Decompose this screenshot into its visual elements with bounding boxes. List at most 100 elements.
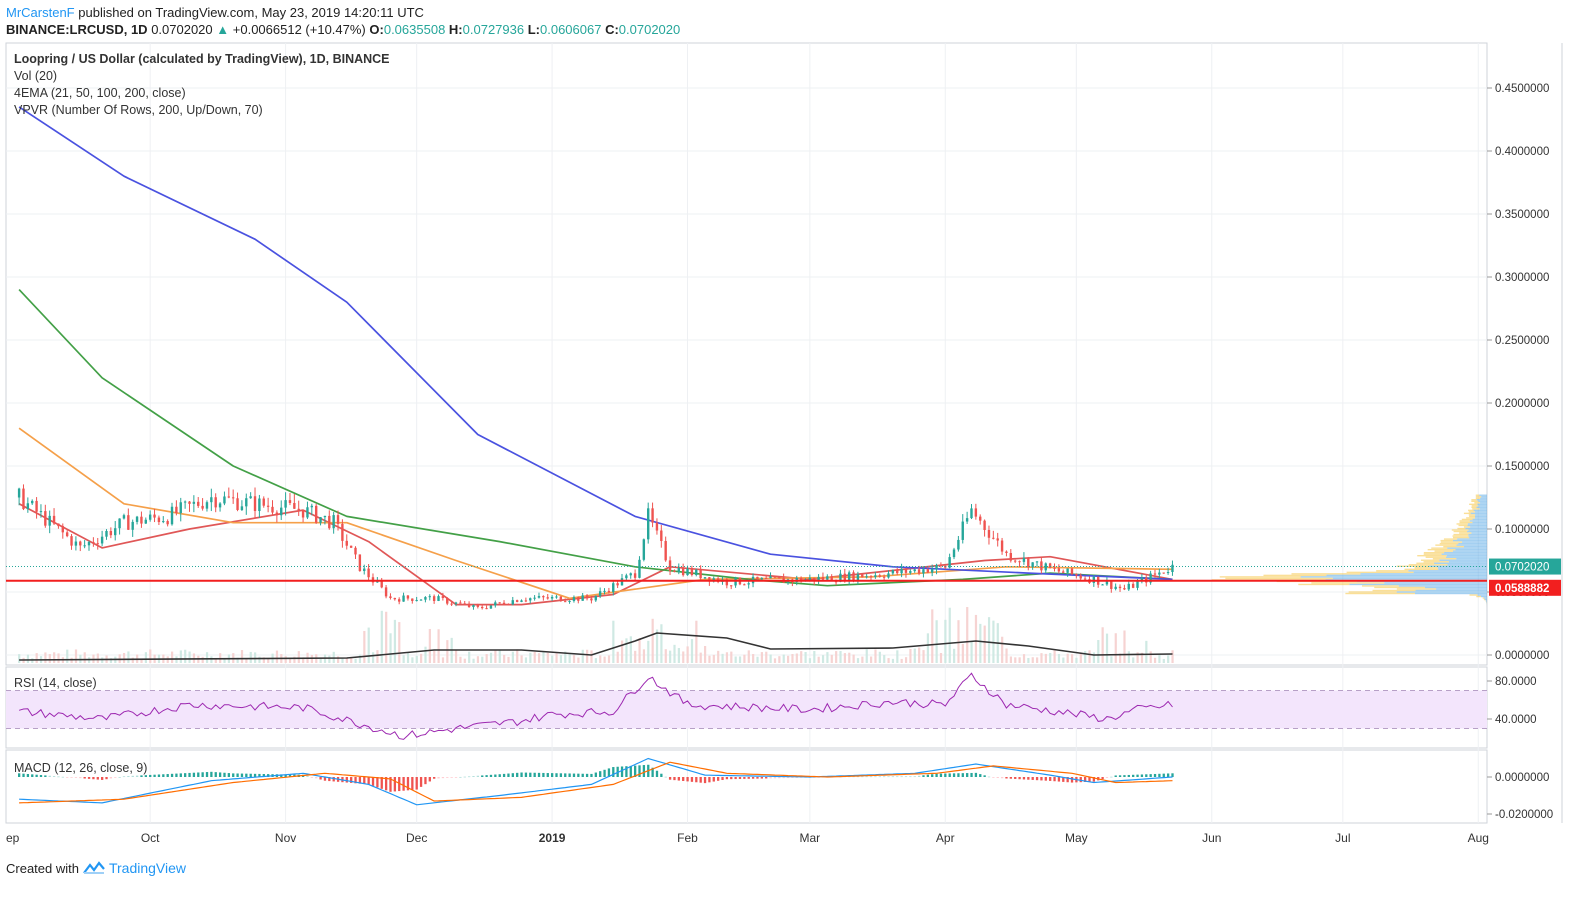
volume-bar (603, 656, 606, 663)
candle-body (314, 505, 318, 523)
vpvr-down-row (1468, 509, 1474, 512)
macd-hist-bar (1092, 777, 1096, 782)
ema-legend[interactable]: 4EMA (21, 50, 100, 200, close) (14, 86, 186, 100)
macd-hist-bar (114, 777, 117, 778)
volume-bar (760, 652, 763, 663)
macd-hist-bar (944, 773, 947, 777)
volume-bar (717, 650, 720, 663)
macd-hist-bar (498, 774, 501, 777)
volume-bar (188, 651, 191, 663)
volume-bar (738, 656, 742, 663)
tradingview-brand[interactable]: TradingView (108, 860, 187, 876)
volume-bar (559, 655, 563, 663)
volume-bar (773, 658, 777, 663)
candle-body (834, 581, 838, 583)
volume-bar (778, 656, 781, 663)
macd-hist-bar (1040, 777, 1043, 781)
candle-body (939, 564, 943, 566)
vpvr-down-row (1463, 526, 1471, 528)
macd-hist-bar (931, 774, 934, 777)
vpvr-down-row (1475, 496, 1482, 498)
candle-body (1171, 564, 1174, 572)
vpvr-legend[interactable]: VPVR (Number Of Rows, 200, Up/Down, 70) (14, 103, 263, 117)
macd-hist-bar (856, 776, 860, 778)
macd-hist-bar (485, 775, 488, 777)
candle-body (188, 501, 191, 504)
macd-hist-bar (389, 777, 392, 792)
candle-body (301, 510, 305, 518)
vpvr-up-row (1485, 598, 1487, 601)
macd-hist-bar (542, 772, 545, 777)
candle-body (856, 574, 860, 581)
macd-hist-bar (463, 776, 466, 778)
vpvr-down-row (1468, 511, 1475, 513)
macd-hist-bar (459, 776, 462, 778)
series-title[interactable]: Loopring / US Dollar (calculated by Trad… (14, 52, 390, 66)
volume-bar (520, 655, 523, 663)
candle-body (428, 596, 431, 598)
macd-hist-bar (896, 776, 899, 778)
macd-hist-bar (472, 776, 475, 777)
candle-body (1110, 581, 1113, 589)
candle-body (769, 576, 772, 579)
volume-bar (1110, 656, 1113, 663)
volume-bar (703, 646, 707, 663)
volume-bar (953, 648, 956, 663)
macd-hist-bar (131, 775, 134, 777)
candle-body (730, 585, 733, 587)
macd-hist-bar (96, 777, 99, 780)
vpvr-up-row (1468, 529, 1487, 531)
macd-hist-bar (620, 766, 624, 777)
candle-body (869, 576, 873, 578)
vpvr-up-row (1476, 506, 1487, 509)
vpvr-up-row (1332, 577, 1487, 580)
macd-hist-bar (900, 776, 903, 778)
volume-bar (402, 655, 405, 663)
candle-body (992, 537, 995, 539)
vpvr-up-row (1452, 550, 1487, 552)
macd-hist-bar (917, 775, 921, 777)
candle-body (642, 539, 646, 560)
macd-hist-bar (891, 776, 895, 778)
macd-hist-bar (1070, 777, 1074, 783)
volume-bar (122, 652, 126, 663)
candle-body (1013, 560, 1017, 562)
vpvr-up-row (1349, 583, 1487, 586)
candle-body (463, 603, 466, 605)
candle-body (358, 554, 362, 571)
macd-hist-bar (127, 776, 130, 777)
candle-body (612, 583, 615, 593)
macd-hist-bar (800, 777, 803, 778)
ema-line-ema200 (18, 106, 1173, 581)
volume-bar (1027, 657, 1030, 663)
macd-hist-bar (664, 776, 667, 778)
y-tick-label: 0.4000000 (1495, 146, 1549, 158)
macd-hist-bar (393, 777, 397, 792)
vpvr-up-row (1300, 576, 1487, 578)
volume-bar (424, 646, 427, 663)
vpvr-down-row (1434, 550, 1453, 552)
macd-hist-bar (48, 775, 51, 777)
volume-bar (883, 655, 886, 663)
x-tick-label: ep (6, 831, 20, 845)
volume-bar (472, 658, 475, 663)
macd-legend[interactable]: MACD (12, 26, close, 9) (14, 761, 148, 775)
volume-legend[interactable]: Vol (20) (14, 69, 58, 83)
volume-bar (319, 658, 322, 663)
volume-bar (149, 649, 152, 663)
macd-hist-bar (66, 777, 69, 778)
macd-hist-bar (1062, 777, 1065, 782)
volume-bar (743, 654, 746, 663)
vpvr-down-row (1459, 521, 1473, 524)
author-link[interactable]: MrCarstenF (6, 5, 75, 20)
vpvr-down-row (1458, 524, 1468, 527)
candle-body (1035, 561, 1039, 563)
rsi-legend[interactable]: RSI (14, close) (14, 676, 97, 690)
macd-hist-bar (1009, 777, 1013, 779)
vpvr-up-row (1360, 573, 1487, 575)
vpvr-up-row (1472, 518, 1487, 521)
volume-bar (258, 656, 261, 663)
volume-bar (1119, 653, 1122, 663)
main-pane (5, 42, 1488, 666)
